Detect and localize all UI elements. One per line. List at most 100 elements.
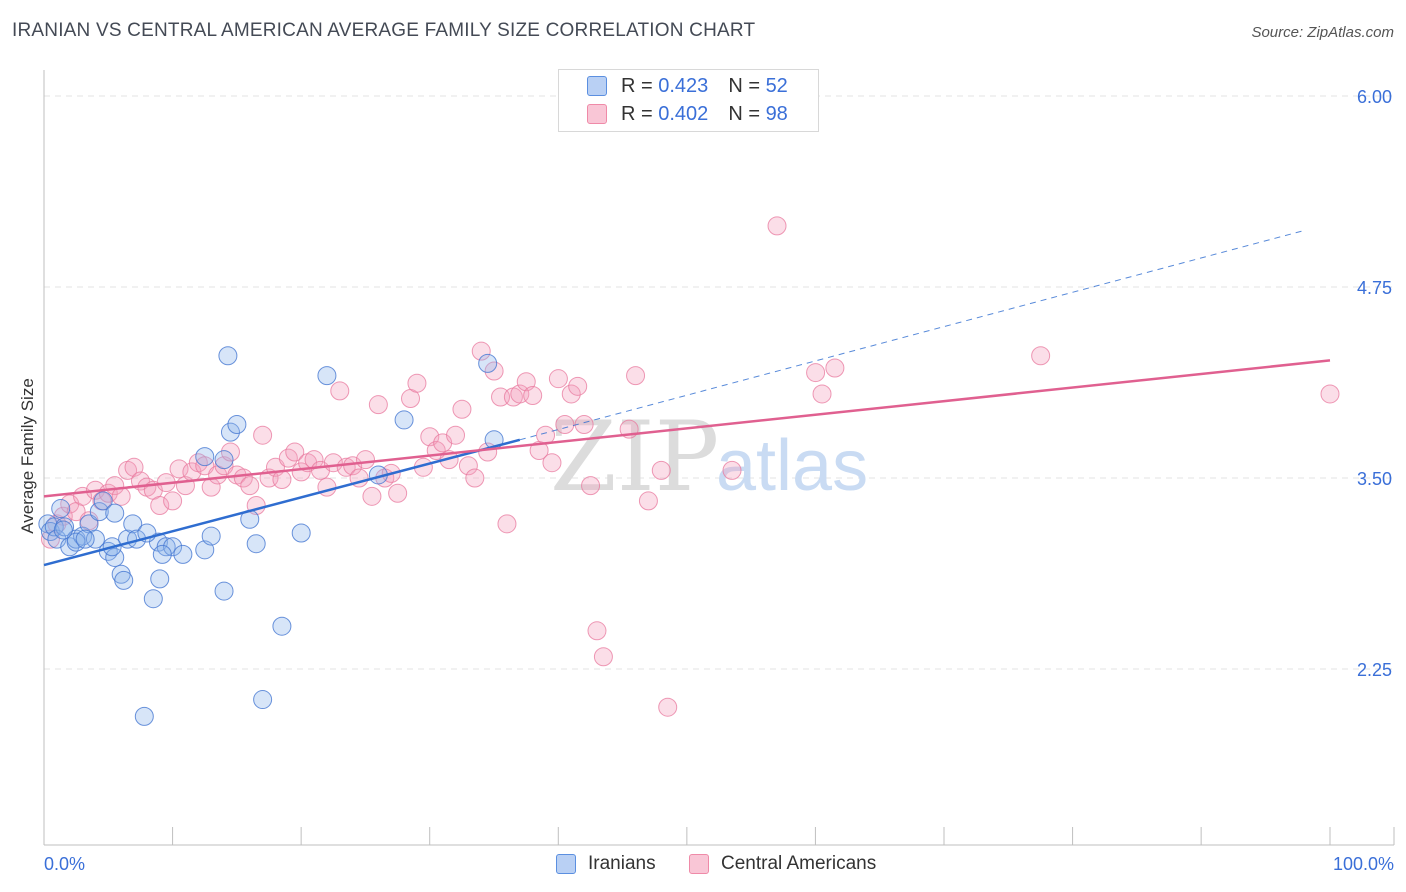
central-american-point: [163, 491, 183, 511]
central-american-point: [471, 341, 491, 361]
legend-row-central-americans: R = 0.402 N = 98: [587, 102, 788, 126]
legend-label-iranians: Iranians: [588, 853, 656, 874]
iranian-point: [317, 366, 337, 386]
central-american-point: [1320, 384, 1340, 404]
central-american-point: [368, 395, 388, 415]
y-tick-label: 2.25: [1357, 660, 1392, 680]
central-american-point: [658, 697, 678, 717]
y-tick-label: 6.00: [1357, 87, 1392, 107]
iranians-trend-line: [43, 438, 521, 567]
central-american-point: [240, 476, 260, 496]
iranian-point: [150, 569, 170, 589]
central-american-point: [561, 384, 581, 404]
iranian-point: [105, 503, 125, 523]
legend-row-iranians: R = 0.423 N = 52: [587, 74, 788, 98]
legend-n-label: N =: [728, 102, 760, 125]
legend-r-value-central-americans: 0.402: [658, 102, 709, 125]
central-american-point: [465, 468, 485, 488]
iranian-point: [143, 589, 163, 609]
grid-lines: [44, 95, 1394, 670]
central-american-point: [272, 470, 292, 490]
central-americans-legend-swatch: [689, 854, 709, 874]
iranian-point: [394, 410, 414, 430]
iranian-point: [227, 415, 247, 435]
central-american-point: [568, 376, 588, 396]
iranian-point: [134, 706, 154, 726]
tick-labels: 2.25 3.50 4.75 6.00 0.0% 100.0%: [44, 87, 1394, 874]
iranian-point: [195, 447, 215, 467]
iranians-swatch: [587, 76, 607, 96]
iranian-point: [220, 422, 240, 442]
central-american-point: [253, 425, 273, 445]
iranian-point: [201, 526, 221, 546]
iranian-point: [114, 570, 134, 590]
axes: [43, 70, 1395, 846]
central-americans-trend-line: [43, 359, 1331, 498]
central-american-point: [587, 621, 607, 641]
central-american-point: [638, 491, 658, 511]
iranian-point: [253, 690, 273, 710]
central-american-point: [458, 456, 478, 476]
watermark-atlas: atlas: [716, 426, 868, 506]
iranian-point: [53, 520, 73, 540]
central-american-point: [806, 363, 826, 383]
iranian-point: [218, 346, 238, 366]
central-american-point: [497, 514, 517, 534]
legend-r-label: R =: [621, 74, 653, 97]
iranian-point: [173, 544, 193, 564]
iranian-point: [51, 499, 71, 519]
legend-r-label: R =: [621, 102, 653, 125]
central-americans-swatch: [587, 104, 607, 124]
central-american-point: [220, 442, 240, 462]
legend-n-value-iranians: 52: [765, 74, 788, 97]
legend-label-central-americans: Central Americans: [721, 853, 877, 874]
central-american-point: [407, 373, 427, 393]
central-american-point: [150, 496, 170, 516]
central-american-point: [812, 384, 832, 404]
central-americans-points: [40, 216, 1340, 717]
trend-lines: [43, 229, 1331, 567]
central-american-point: [825, 358, 845, 378]
central-american-point: [593, 647, 613, 667]
iranian-point: [214, 450, 234, 470]
central-american-point: [285, 442, 305, 462]
central-american-point: [1031, 346, 1051, 366]
legend-item-central-americans[interactable]: Central Americans: [689, 851, 876, 877]
iranians-legend-swatch: [556, 854, 576, 874]
y-tick-label: 3.50: [1357, 469, 1392, 489]
y-axis-label: Average Family Size: [18, 378, 37, 534]
iranian-point: [272, 616, 292, 636]
central-american-point: [767, 216, 787, 236]
iranian-point: [123, 514, 143, 534]
central-american-point: [626, 366, 646, 386]
legend-r-value-iranians: 0.423: [658, 74, 709, 97]
y-tick-label: 4.75: [1357, 278, 1392, 298]
watermark: ZIP atlas: [550, 401, 868, 513]
central-american-point: [548, 369, 568, 389]
central-american-point: [523, 385, 543, 405]
central-american-point: [581, 476, 601, 496]
iranian-point: [152, 544, 172, 564]
central-american-point: [169, 459, 189, 479]
central-american-point: [555, 415, 575, 435]
iranian-point: [85, 529, 105, 549]
legend-item-iranians[interactable]: Iranians: [556, 851, 656, 877]
central-american-point: [233, 468, 253, 488]
central-american-point: [651, 460, 671, 480]
central-american-point: [446, 425, 466, 445]
central-american-point: [330, 381, 350, 401]
central-american-point: [291, 462, 311, 482]
stats-legend: R = 0.423 N = 52 R = 0.402 N = 98: [558, 69, 819, 132]
central-american-point: [452, 399, 472, 419]
legend-n-label: N =: [728, 74, 760, 97]
iranians-points: [38, 346, 504, 726]
central-american-point: [388, 483, 408, 503]
iranian-point: [89, 502, 109, 522]
chart-title: IRANIAN VS CENTRAL AMERICAN AVERAGE FAMI…: [12, 20, 756, 41]
iranian-point: [214, 581, 234, 601]
central-american-point: [484, 361, 504, 381]
iranian-point: [246, 534, 266, 554]
iranian-point: [163, 537, 183, 557]
central-american-point: [362, 486, 382, 506]
